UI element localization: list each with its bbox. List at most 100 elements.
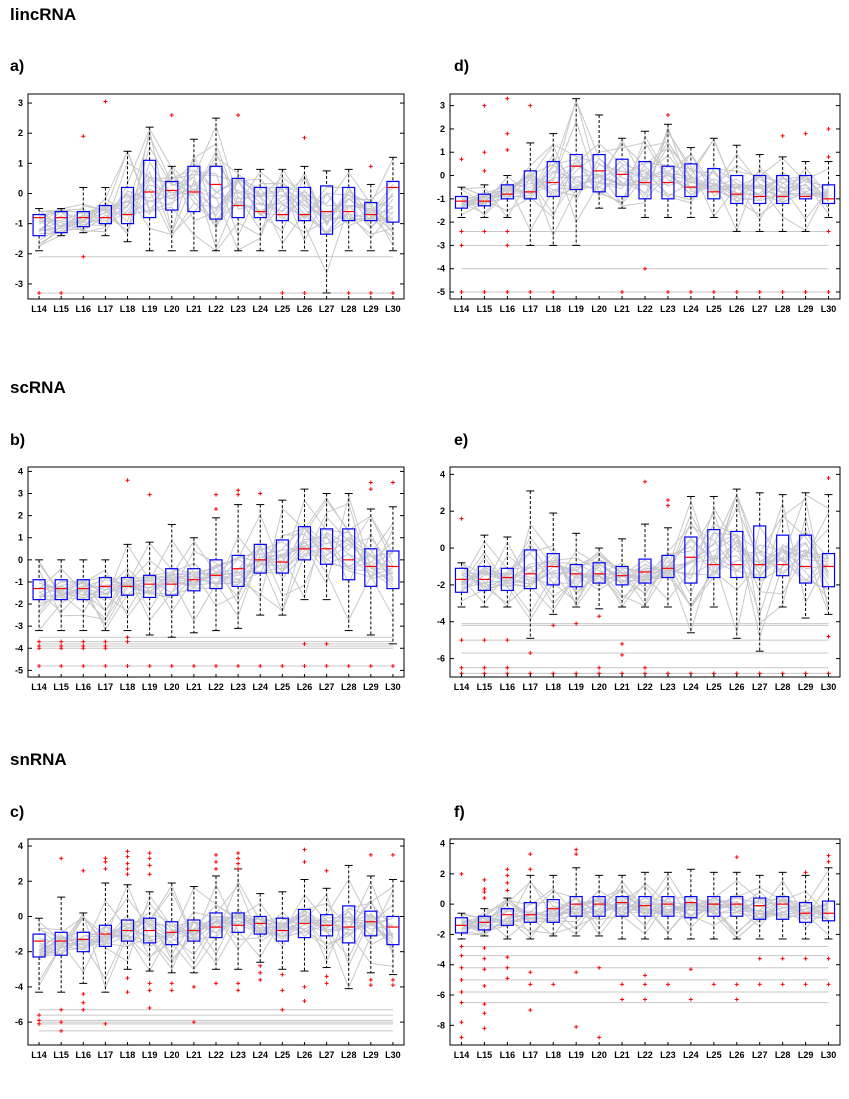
x-tick-label: L18 [120,682,136,692]
profile-line [461,138,829,232]
outlier-point [482,665,487,670]
x-tick-label: L21 [614,1050,630,1060]
x-tick-label: L23 [660,682,676,692]
box-L22 [638,871,652,1002]
x-tick-label: L26 [297,682,313,692]
iqr-box [477,915,492,931]
profile-line [461,141,829,205]
x-tick-label: L29 [363,682,379,692]
iqr-box [143,159,157,219]
x-tick-label: L30 [385,1050,401,1060]
outlier-point [459,1000,464,1005]
box-L18 [546,133,560,295]
y-tick-label: 0 [440,543,445,553]
outlier-point [346,290,351,295]
box-L18 [546,512,560,676]
outlier-point [505,867,510,872]
x-tick-label: L27 [752,682,768,692]
outlier-point [482,956,487,961]
box-L20 [592,874,606,1040]
outlier-point [597,965,602,970]
outlier-point [147,492,152,497]
x-tick-label: L14 [31,682,47,692]
box-L30 [821,126,836,295]
outlier-point [390,852,395,857]
outlier-point [574,970,579,975]
outlier-point [37,1013,42,1018]
outlier-point [505,131,510,136]
x-tick-label: L25 [275,304,291,314]
x-tick-label: L28 [775,1050,791,1060]
y-tick-label: -4 [437,617,445,627]
x-tick-label: L29 [798,1050,814,1060]
outlier-point [103,646,108,651]
outlier-point [368,487,373,492]
outlier-point [346,663,351,668]
x-tick-label: L27 [752,1050,768,1060]
profile-line [38,528,394,631]
x-tick-label: L24 [683,682,699,692]
outlier-point [620,652,625,657]
y-tick-label: 0 [18,555,23,565]
box-L25 [707,495,721,676]
outlier-point [803,290,808,295]
x-tick-label: L19 [142,682,158,692]
box-L14 [32,559,46,668]
box-L19 [143,851,157,1011]
boxplot-scrna-left: -5 -4 -3 -2 -1 0 1 2 3 4 L14 L15 L16 L17 L18 L19 L20 L21 L… [15,466,405,692]
outlier-point [368,164,373,169]
outlier-point [125,478,130,483]
outlier-point [368,290,373,295]
outlier-point [191,1020,196,1025]
outlier-point [528,867,533,872]
profile-line [38,899,393,950]
box-L19 [143,492,157,668]
outlier-point [37,290,42,295]
iqr-box [661,554,675,579]
outlier-point [780,133,785,138]
outlier-point [803,870,808,875]
outlier-point [528,103,533,108]
box-L29 [364,852,378,988]
profile-line [38,177,394,236]
box-L17 [98,99,113,237]
x-tick-label: L21 [186,304,202,314]
outlier-point [734,290,739,295]
box-L14 [454,871,469,1040]
profile-line [461,528,829,640]
iqr-box [319,185,334,235]
x-tick-label: L17 [523,1050,539,1060]
box-L19 [569,532,583,676]
iqr-box [546,552,560,586]
x-tick-label: L17 [98,304,114,314]
y-tick-label: 4 [440,469,445,479]
box-L30 [821,853,836,987]
outlier-point [826,290,831,295]
outlier-point [482,103,487,108]
y-tick-label: -3 [437,240,445,250]
profile-line [38,502,394,612]
iqr-box [209,912,223,939]
outlier-point [803,982,808,987]
section-title-snrna: snRNA [10,750,67,769]
outlier-point [81,134,86,139]
x-tick-label: L15 [53,304,69,314]
x-tick-label: L30 [821,304,837,314]
profile-line [461,154,829,232]
outlier-point [734,855,739,860]
outlier-point [147,981,152,986]
profile-lines [461,492,829,674]
profile-line [461,145,829,220]
outlier-point [103,639,108,644]
outlier-point [324,868,329,873]
profile-line [461,544,829,633]
profile-line [461,512,829,617]
profile-line [461,546,829,615]
outlier-point [780,290,785,295]
box-L19 [569,847,583,1029]
outlier-point [528,651,533,656]
x-tick-label: L14 [31,304,47,314]
outlier-point [103,1021,108,1026]
y-tick-label: -3 [15,621,23,631]
outlier-point [459,665,464,670]
